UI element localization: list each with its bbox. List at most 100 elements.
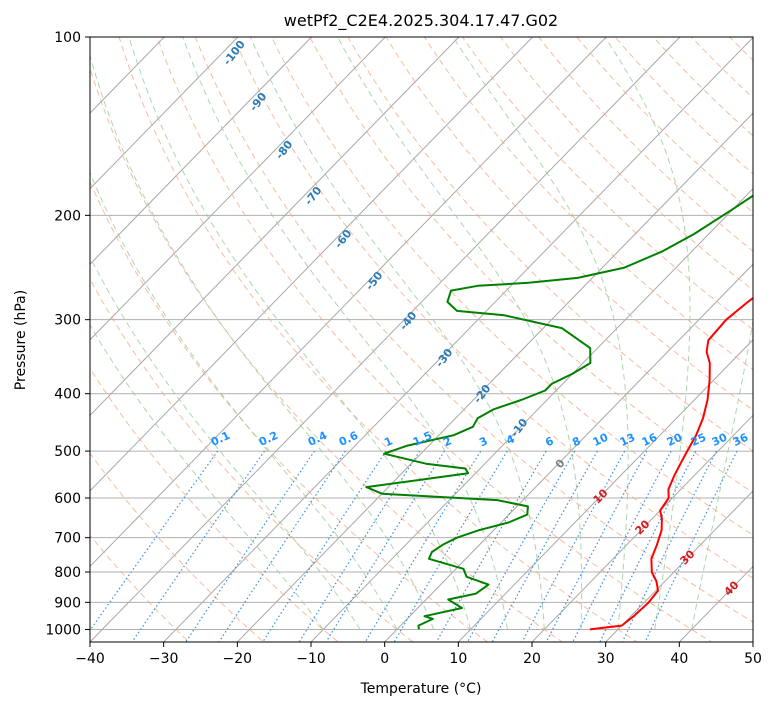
isotherm bbox=[457, 339, 753, 642]
y-axis-label: Pressure (hPa) bbox=[13, 290, 29, 390]
temperature-profile bbox=[589, 296, 753, 631]
x-tick-label: −20 bbox=[223, 651, 253, 667]
dry-adiabat bbox=[499, 37, 753, 291]
isotherm bbox=[90, 37, 313, 265]
dry-adiabat-label: -60 bbox=[332, 227, 355, 251]
dry-adiabat-label: -80 bbox=[273, 138, 296, 162]
x-tick-label: 50 bbox=[744, 651, 762, 667]
isotherm bbox=[383, 263, 753, 642]
moist-adiabat bbox=[452, 37, 629, 630]
moist-adiabat bbox=[90, 324, 324, 630]
x-axis-label: Temperature (°C) bbox=[360, 681, 482, 697]
dry-adiabat bbox=[90, 66, 564, 642]
dry-adiabat-label: -50 bbox=[363, 269, 386, 293]
moist-adiabat bbox=[604, 37, 691, 630]
dry-adiabat bbox=[90, 452, 265, 642]
dewpoint-profile bbox=[365, 194, 753, 630]
x-tick-label: −30 bbox=[149, 651, 179, 667]
mixing-ratio-label: 1 bbox=[382, 434, 394, 449]
mixing-ratio-label: 10 bbox=[591, 431, 611, 449]
mixing-ratio-label: 25 bbox=[689, 431, 708, 449]
y-tick-label: 800 bbox=[54, 565, 81, 581]
x-tick-label: −40 bbox=[75, 651, 105, 667]
isotherm bbox=[90, 37, 239, 190]
moist-adiabat-label: 20 bbox=[633, 517, 653, 537]
moist-adiabat bbox=[90, 171, 398, 630]
dry-adiabat bbox=[538, 37, 753, 252]
y-tick-label: 900 bbox=[54, 595, 81, 611]
mixing-ratio-label: 20 bbox=[665, 431, 685, 449]
mixing-ratio-line bbox=[521, 450, 626, 642]
mixing-ratio-line bbox=[599, 450, 697, 642]
x-tick-label: 30 bbox=[597, 651, 615, 667]
x-tick-label: −10 bbox=[296, 651, 326, 667]
mixing-ratio-line bbox=[131, 450, 265, 642]
mixing-ratio-label: 0.1 bbox=[209, 429, 232, 449]
moist-adiabat bbox=[128, 37, 472, 630]
isotherm bbox=[162, 37, 753, 642]
mixing-ratio-label: 8 bbox=[570, 434, 582, 449]
isotherm bbox=[90, 37, 681, 642]
dry-adiabat bbox=[347, 37, 753, 452]
plot-area: -100-90-80-70-60-50-40-30-20-10010203040… bbox=[90, 10, 775, 654]
x-tick-label: 20 bbox=[523, 651, 541, 667]
isotherm bbox=[531, 414, 753, 642]
mixing-ratio-line bbox=[185, 450, 315, 642]
zero-label: 0 bbox=[553, 457, 568, 471]
dry-adiabat bbox=[385, 37, 753, 411]
dry-adiabat-label: -40 bbox=[397, 309, 420, 333]
moist-adiabat bbox=[691, 319, 753, 630]
y-tick-label: 100 bbox=[54, 30, 81, 46]
moist-adiabat bbox=[337, 37, 583, 630]
mixing-ratio-line bbox=[393, 450, 508, 642]
y-tick-label: 700 bbox=[54, 531, 81, 547]
isotherm bbox=[90, 37, 460, 417]
mixing-ratio-label: 30 bbox=[710, 431, 730, 449]
dry-adiabat bbox=[156, 37, 713, 642]
dry-adiabat bbox=[90, 278, 414, 642]
plot-frame bbox=[89, 36, 754, 643]
moist-adiabat bbox=[90, 53, 435, 630]
x-tick-label: 0 bbox=[380, 651, 389, 667]
isotherm bbox=[90, 37, 386, 341]
dry-adiabats bbox=[90, 10, 775, 654]
dry-adiabat-label: -20 bbox=[471, 382, 494, 406]
mixing-ratio-line bbox=[572, 450, 672, 642]
mixing-ratio-line bbox=[435, 450, 547, 642]
sounding-series bbox=[365, 194, 753, 631]
x-tick-label: 40 bbox=[670, 651, 688, 667]
isotherm bbox=[604, 490, 753, 642]
dry-adiabat bbox=[118, 37, 638, 642]
dry-adiabat-label: -90 bbox=[247, 90, 270, 114]
dry-adiabat bbox=[741, 10, 775, 654]
mixing-ratio-label: 13 bbox=[618, 431, 637, 449]
dry-adiabat-label: -70 bbox=[302, 184, 325, 208]
mixing-ratio-line bbox=[621, 450, 717, 642]
isotherm bbox=[90, 37, 607, 568]
y-tick-label: 400 bbox=[54, 387, 81, 403]
mixing-ratio-line bbox=[262, 450, 387, 642]
mixing-ratio-label: 16 bbox=[640, 431, 660, 449]
x-tick-label: 10 bbox=[449, 651, 467, 667]
moist-adiabat bbox=[249, 37, 545, 630]
y-tick-label: 200 bbox=[54, 208, 81, 224]
moist-adiabat bbox=[90, 255, 361, 630]
mixing-ratio-label: 3 bbox=[477, 434, 489, 449]
dry-adiabat bbox=[90, 180, 489, 642]
dry-adiabat bbox=[309, 37, 753, 494]
pressure-gridlines bbox=[90, 37, 753, 630]
mixing-ratio-line bbox=[644, 450, 738, 642]
isotherm bbox=[236, 112, 753, 642]
dry-adiabat-label: -30 bbox=[433, 346, 456, 370]
isotherm bbox=[90, 37, 534, 492]
isotherm bbox=[310, 187, 753, 642]
dry-adiabat bbox=[461, 37, 753, 331]
chart-title: wetPf2_C2E4.2025.304.17.47.G02 bbox=[284, 11, 558, 31]
y-tick-label: 1000 bbox=[45, 622, 81, 638]
mixing-ratio-label: 1.5 bbox=[411, 429, 434, 449]
mixing-ratio-line bbox=[90, 450, 219, 632]
mixing-ratio-lines bbox=[90, 450, 738, 642]
dry-adiabat-label: -100 bbox=[221, 38, 248, 68]
isotherms bbox=[90, 37, 753, 642]
mixing-ratio-label: 0.4 bbox=[306, 429, 329, 449]
